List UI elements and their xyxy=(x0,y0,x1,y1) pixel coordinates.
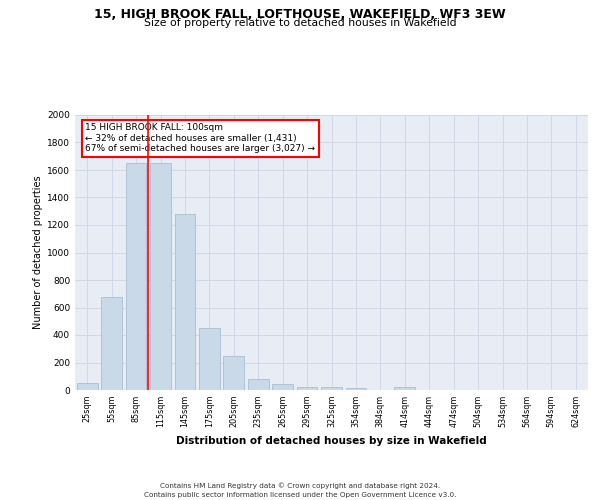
Bar xyxy=(223,356,244,390)
Bar xyxy=(150,163,171,390)
Bar xyxy=(321,387,342,390)
Text: 15, HIGH BROOK FALL, LOFTHOUSE, WAKEFIELD, WF3 3EW: 15, HIGH BROOK FALL, LOFTHOUSE, WAKEFIEL… xyxy=(94,8,506,20)
Text: 15 HIGH BROOK FALL: 100sqm
← 32% of detached houses are smaller (1,431)
67% of s: 15 HIGH BROOK FALL: 100sqm ← 32% of deta… xyxy=(85,123,315,153)
Bar xyxy=(394,387,415,390)
Bar xyxy=(125,163,146,390)
Bar xyxy=(101,296,122,390)
Bar xyxy=(175,214,196,390)
Bar xyxy=(248,379,269,390)
Bar xyxy=(77,383,98,390)
Y-axis label: Number of detached properties: Number of detached properties xyxy=(33,176,43,330)
Bar xyxy=(296,386,317,390)
Bar xyxy=(346,388,367,390)
Text: Contains HM Land Registry data © Crown copyright and database right 2024.
Contai: Contains HM Land Registry data © Crown c… xyxy=(144,482,456,498)
Bar xyxy=(199,328,220,390)
X-axis label: Distribution of detached houses by size in Wakefield: Distribution of detached houses by size … xyxy=(176,436,487,446)
Text: Size of property relative to detached houses in Wakefield: Size of property relative to detached ho… xyxy=(143,18,457,28)
Bar xyxy=(272,384,293,390)
